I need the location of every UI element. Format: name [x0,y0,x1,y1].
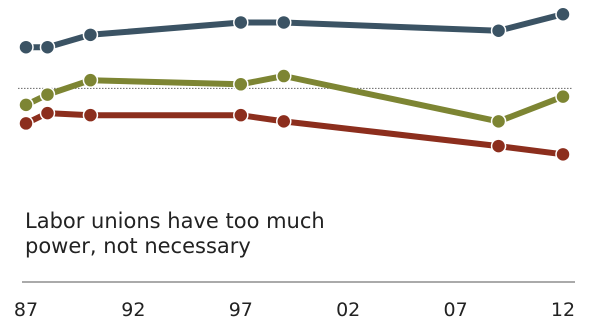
series-3 [18,105,571,163]
series-2 [18,68,571,130]
series-1 [18,6,571,55]
data-point [18,115,34,132]
data-point [39,86,56,103]
data-point [233,14,249,31]
annotation-line-2: power, not necessary [25,234,251,258]
annotation-line-1: Labor unions have too much [25,209,325,233]
data-point [82,72,99,88]
x-tick-label: 87 [14,299,38,321]
annotation: Labor unions have too much power, not ne… [25,209,325,258]
data-point [555,6,571,22]
x-tick-label: 02 [336,299,360,321]
x-tick-label: 97 [229,299,253,321]
data-point [490,138,507,154]
x-tick-label: 92 [121,299,145,321]
data-point [18,39,34,55]
data-point [82,27,99,43]
x-tick-label: 07 [444,299,468,321]
series-layer [18,6,571,163]
data-point [39,105,56,121]
data-point [276,14,292,31]
data-point [18,97,34,113]
x-tick-label: 12 [551,299,575,321]
data-point [555,146,571,163]
data-point [276,68,292,84]
data-point [39,39,56,55]
data-point [233,107,249,123]
data-point [276,113,292,130]
data-point [555,88,571,105]
x-tick-labels: 87 92 97 02 07 12 [14,299,575,321]
data-point [82,107,99,123]
series-line [23,11,566,51]
data-point [490,113,507,130]
data-point [490,22,507,39]
data-point [233,76,249,93]
